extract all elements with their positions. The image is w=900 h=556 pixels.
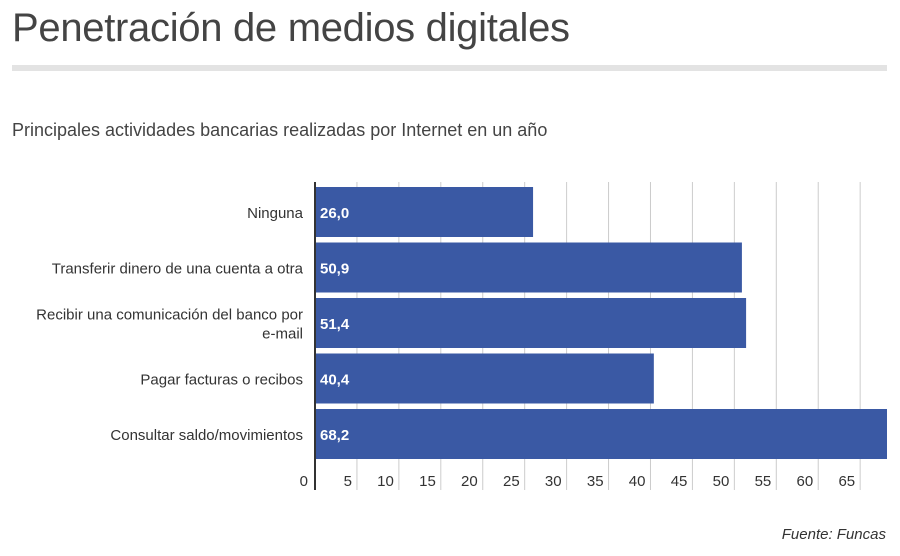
bar-value-label: 51,4 <box>320 316 350 333</box>
bar-value-label: 40,4 <box>320 372 350 389</box>
x-tick-label: 55 <box>755 473 772 490</box>
x-tick-label: 65 <box>838 473 855 490</box>
bar-chart: 26,0 50,9 51,4 40,4 68,2 Ninguna Transferir d… <box>36 182 887 490</box>
category-label-layer: Ninguna Transferir dinero de una cuenta a… <box>36 205 303 444</box>
category-label: Pagar facturas o recibos <box>140 372 303 389</box>
page-title: Penetración de medios digitales <box>12 6 570 50</box>
x-tick-label: 40 <box>629 473 646 490</box>
x-tick-label: 30 <box>545 473 562 490</box>
x-tick-label: 50 <box>713 473 730 490</box>
bar-value-label: 68,2 <box>320 427 349 444</box>
bar <box>315 187 534 237</box>
x-tick-label: 25 <box>503 473 520 490</box>
bar-value-label: 26,0 <box>320 205 349 222</box>
bar <box>315 242 742 293</box>
x-tick-label: 15 <box>419 473 436 490</box>
x-tick-label: 45 <box>671 473 688 490</box>
category-label: Transferir dinero de una cuenta a otra <box>52 261 304 278</box>
chart-subtitle: Principales actividades bancarias realiz… <box>12 120 548 140</box>
x-tick-label: 5 <box>344 473 352 490</box>
title-divider <box>12 65 887 71</box>
x-tick-label: 60 <box>797 473 814 490</box>
bar <box>315 298 747 348</box>
source-note: Fuente: Funcas <box>781 526 886 543</box>
bar <box>315 409 887 459</box>
x-tick-label: 35 <box>587 473 604 490</box>
category-label: Recibir una comunicación del banco por <box>36 307 303 324</box>
category-label: Ninguna <box>247 205 304 222</box>
x-tick-label: 20 <box>461 473 478 490</box>
bar-layer: 26,0 50,9 51,4 40,4 68,2 <box>315 187 887 459</box>
x-tick-label: 0 <box>300 473 308 490</box>
bar-value-label: 50,9 <box>320 261 349 278</box>
bar <box>315 353 654 404</box>
category-label: Consultar saldo/movimientos <box>110 427 303 444</box>
category-label: e-mail <box>262 326 303 343</box>
tick-layer: 0 5 10 15 20 25 30 35 40 45 50 55 60 65 <box>300 473 856 490</box>
x-tick-label: 10 <box>377 473 394 490</box>
